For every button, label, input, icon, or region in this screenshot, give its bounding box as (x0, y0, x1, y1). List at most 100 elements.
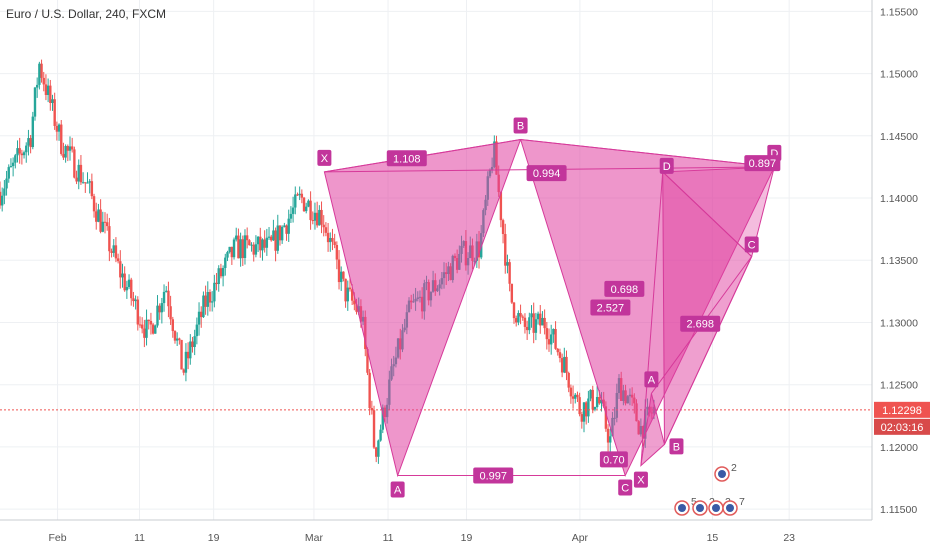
candle-body (60, 124, 63, 154)
candle-body (278, 225, 282, 241)
candle-body (97, 209, 100, 222)
candle-body (333, 241, 336, 245)
candle-body (3, 188, 6, 196)
pattern-1-ratio-ac-text: 0.997 (479, 471, 507, 483)
x-tick-label: 19 (208, 532, 220, 544)
pattern-1-point-b: B (513, 117, 528, 134)
candle-body (335, 244, 339, 260)
candle-body (291, 207, 295, 214)
pattern-1-point-x: X (317, 149, 332, 166)
candle-body (532, 313, 535, 333)
candle-body (256, 236, 260, 245)
candle-body (311, 220, 314, 222)
candle-body (42, 77, 45, 85)
candle-body (263, 239, 266, 248)
candle-body (162, 291, 166, 304)
candle-body (182, 369, 185, 373)
y-tick-label: 1.13000 (880, 317, 918, 329)
candle-body (250, 244, 253, 246)
pattern-2-point-d-bg (659, 157, 674, 174)
candle-body (221, 268, 225, 277)
x-tick-label: 15 (707, 532, 719, 544)
candle-body (604, 406, 608, 429)
candle-body (377, 440, 380, 457)
candle-body (95, 211, 98, 222)
candle-body (20, 153, 24, 156)
candle-body (189, 341, 192, 359)
candle-body (191, 341, 194, 348)
candle-body (300, 193, 304, 198)
pattern-1-ratio-xd-bg (744, 155, 781, 172)
candle-body (167, 290, 170, 307)
pattern-2-xd-line (640, 171, 664, 466)
y-tick-label: 1.12500 (880, 380, 918, 392)
candle-body (119, 261, 122, 278)
candle-body (261, 239, 264, 251)
candle-body (57, 124, 61, 132)
candle-body (508, 262, 511, 284)
candle-body (114, 245, 118, 259)
candle-body (215, 282, 218, 285)
candle-body (346, 287, 349, 302)
candle-body (11, 162, 15, 167)
candle-body (259, 236, 262, 251)
candle-body (31, 116, 35, 148)
candle-body (79, 164, 83, 183)
candle-body (342, 271, 345, 279)
event-markers: 25227 (674, 462, 745, 516)
event-flag-bottom-dot (726, 504, 734, 512)
pattern-1-point-a-bg (390, 481, 405, 498)
candle-body (267, 236, 271, 238)
candle-body (565, 356, 568, 373)
candle-body (515, 318, 518, 323)
candle-body (313, 212, 317, 221)
candle-body (64, 146, 67, 158)
pattern-1-point-c-text: C (621, 483, 629, 495)
candle-body (230, 246, 234, 258)
candle-body (252, 244, 255, 255)
candle-body (331, 237, 334, 242)
candle-body (27, 138, 30, 146)
candle-body (294, 194, 297, 208)
candle-body (276, 225, 279, 251)
candle-body (598, 396, 601, 404)
candle-body (569, 387, 573, 397)
candle-body (165, 290, 168, 292)
pattern-2-point-a-bg (644, 371, 659, 388)
pattern-1-point-a: A (390, 481, 405, 498)
candle-body (232, 239, 236, 258)
candle-body (307, 200, 310, 207)
pattern-2-point-b: B (669, 438, 684, 455)
pattern-2-point-a: A (644, 371, 659, 388)
candle-body (88, 181, 91, 183)
candle-body (580, 414, 584, 422)
candle-body (506, 262, 509, 266)
candle-body (289, 213, 293, 219)
candle-body (49, 85, 52, 103)
candle-body (547, 339, 551, 345)
candle-body (501, 220, 505, 235)
countdown-badge (874, 418, 930, 435)
candle-body (77, 164, 80, 182)
candle-body (127, 279, 131, 288)
candle-body (156, 305, 159, 326)
pattern-2-ratio-xc-text: 2.527 (597, 303, 625, 315)
candle-body (228, 246, 231, 253)
candle-body (7, 167, 10, 179)
candle-body (560, 358, 564, 373)
candle-body (530, 313, 533, 318)
candle-body (558, 352, 562, 359)
candle-body (35, 84, 39, 88)
candle-body (0, 195, 4, 206)
candle-body (280, 226, 284, 241)
candle-body (70, 146, 74, 150)
candle-body (337, 259, 341, 283)
y-tick-label: 1.14500 (880, 131, 918, 143)
candle-body (326, 232, 330, 243)
candle-body (140, 324, 144, 329)
candle-body (348, 287, 352, 290)
candle-body (270, 236, 273, 241)
event-flag-bottom-dot (678, 504, 686, 512)
